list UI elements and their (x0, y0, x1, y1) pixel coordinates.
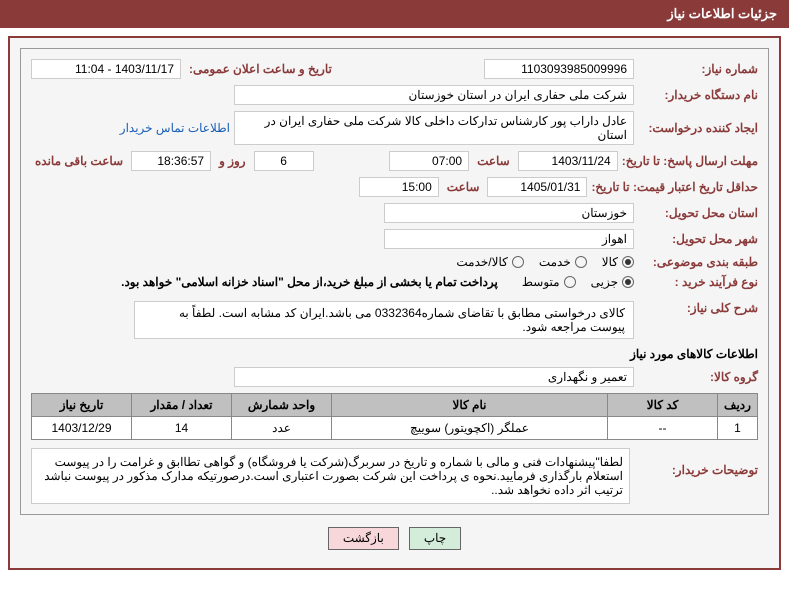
deadline-time-value: 07:00 (389, 151, 469, 171)
remain-label: ساعت باقی مانده (31, 154, 127, 168)
buyer-org-value: شرکت ملی حفاری ایران در استان خوزستان (234, 85, 634, 105)
contact-link[interactable]: اطلاعات تماس خریدار (120, 121, 230, 135)
radio-medium[interactable]: متوسط (522, 275, 576, 289)
announce-date-value: 1403/11/17 - 11:04 (31, 59, 181, 79)
button-row: چاپ بازگشت (20, 527, 769, 550)
requester-value: عادل داراب پور کارشناس تدارکات داخلی کال… (234, 111, 634, 145)
deadline-label: مهلت ارسال پاسخ: تا تاریخ: (622, 154, 758, 168)
need-desc-label: شرح کلی نیاز: (638, 301, 758, 315)
radio-medium-label: متوسط (522, 275, 560, 289)
validity-label: حداقل تاریخ اعتبار قیمت: تا تاریخ: (591, 180, 758, 194)
form-box: شماره نیاز: 1103093985009996 تاریخ و ساع… (20, 48, 769, 515)
hours-remain-value: 18:36:57 (131, 151, 211, 171)
table-row: 1--عملگر (اکچویتور) سوییچعدد141403/12/29 (32, 417, 758, 440)
radio-service[interactable]: خدمت (539, 255, 587, 269)
process-radio-group: جزیی متوسط (522, 275, 634, 289)
process-label: نوع فرآیند خرید : (638, 275, 758, 289)
city-value: اهواز (384, 229, 634, 249)
buyer-org-label: نام دستگاه خریدار: (638, 88, 758, 102)
radio-partial[interactable]: جزیی (591, 275, 634, 289)
print-button[interactable]: چاپ (409, 527, 461, 550)
cell-row: 1 (718, 417, 758, 440)
buyer-notes-value: لطفا"پیشنهادات فنی و مالی با شماره و تار… (31, 448, 630, 504)
validity-time-value: 15:00 (359, 177, 439, 197)
goods-group-value: تعمیر و نگهداری (234, 367, 634, 387)
th-row: ردیف (718, 394, 758, 417)
need-number-label: شماره نیاز: (638, 62, 758, 76)
city-label: شهر محل تحویل: (638, 232, 758, 246)
requester-label: ایجاد کننده درخواست: (638, 121, 758, 135)
cell-code: -- (608, 417, 718, 440)
time-label-1: ساعت (473, 154, 514, 168)
radio-goods-service[interactable]: کالا/خدمت (456, 255, 523, 269)
radio-goods-circle (622, 256, 634, 268)
back-button[interactable]: بازگشت (328, 527, 399, 550)
need-desc-value: کالای درخواستی مطابق با تقاضای شماره0332… (134, 301, 634, 339)
need-number-value: 1103093985009996 (484, 59, 634, 79)
th-qty: تعداد / مقدار (132, 394, 232, 417)
goods-group-label: گروه کالا: (638, 370, 758, 384)
process-note: پرداخت تمام یا بخشی از مبلغ خرید،از محل … (121, 275, 498, 289)
goods-section-title: اطلاعات کالاهای مورد نیاز (31, 347, 758, 361)
cell-name: عملگر (اکچویتور) سوییچ (332, 417, 608, 440)
radio-goods-service-circle (512, 256, 524, 268)
th-date: تاریخ نیاز (32, 394, 132, 417)
radio-partial-label: جزیی (591, 275, 618, 289)
radio-service-circle (575, 256, 587, 268)
th-code: کد کالا (608, 394, 718, 417)
province-label: استان محل تحویل: (638, 206, 758, 220)
cell-unit: عدد (232, 417, 332, 440)
radio-goods-service-label: کالا/خدمت (456, 255, 507, 269)
days-label: روز و (215, 154, 250, 168)
category-label: طبقه بندی موضوعی: (638, 255, 758, 269)
time-label-2: ساعت (443, 180, 484, 194)
announce-date-label: تاریخ و ساعت اعلان عمومی: (185, 62, 336, 76)
radio-partial-circle (622, 276, 634, 288)
page-header: جزئیات اطلاعات نیاز (0, 0, 789, 28)
main-container: شماره نیاز: 1103093985009996 تاریخ و ساع… (8, 36, 781, 570)
th-name: نام کالا (332, 394, 608, 417)
province-value: خوزستان (384, 203, 634, 223)
goods-table: ردیف کد کالا نام کالا واحد شمارش تعداد /… (31, 393, 758, 440)
validity-date-value: 1405/01/31 (487, 177, 587, 197)
page-title: جزئیات اطلاعات نیاز (667, 6, 777, 21)
buyer-notes-label: توضیحات خریدار: (638, 463, 758, 477)
th-unit: واحد شمارش (232, 394, 332, 417)
cell-date: 1403/12/29 (32, 417, 132, 440)
days-remain-value: 6 (254, 151, 314, 171)
radio-service-label: خدمت (539, 255, 571, 269)
radio-goods[interactable]: کالا (602, 255, 634, 269)
cell-qty: 14 (132, 417, 232, 440)
category-radio-group: کالا خدمت کالا/خدمت (456, 255, 634, 269)
radio-goods-label: کالا (602, 255, 618, 269)
table-header-row: ردیف کد کالا نام کالا واحد شمارش تعداد /… (32, 394, 758, 417)
radio-medium-circle (564, 276, 576, 288)
deadline-date-value: 1403/11/24 (518, 151, 618, 171)
